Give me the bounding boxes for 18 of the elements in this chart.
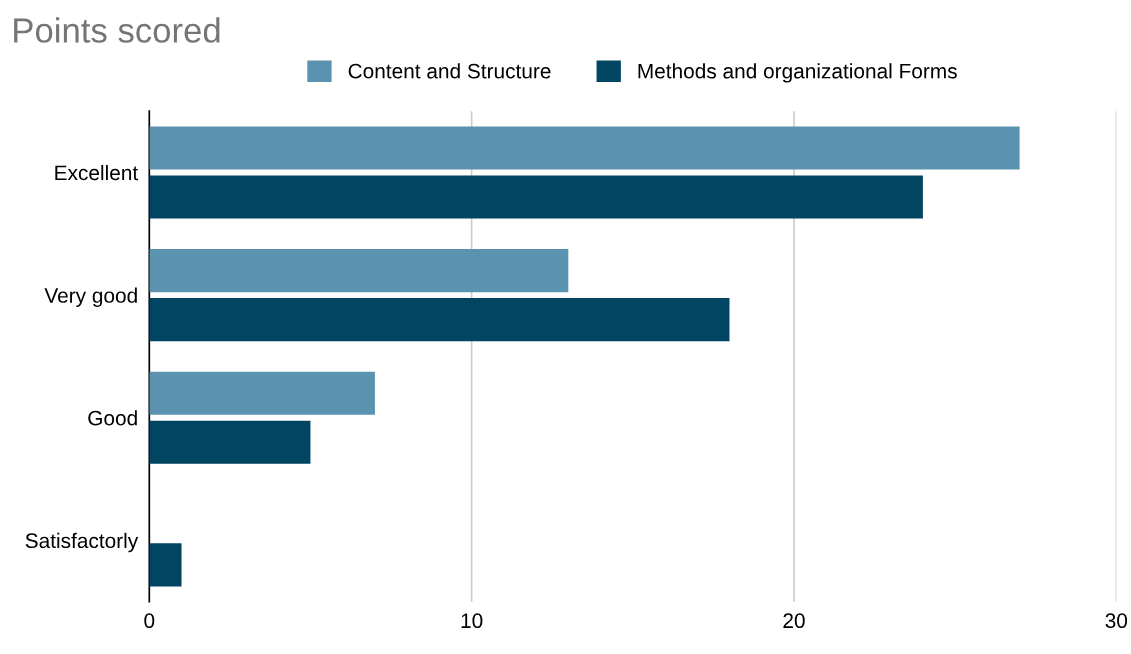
bar <box>149 126 1020 170</box>
bar <box>149 249 569 293</box>
bar <box>149 420 311 464</box>
y-tick-label: Good <box>88 410 137 426</box>
x-tick-label: 10 <box>461 613 483 629</box>
chart-title: Points scored <box>14 17 220 43</box>
x-tick-label: 20 <box>783 613 805 629</box>
x-tick-label: 30 <box>1105 613 1128 629</box>
y-tick-label: Very good <box>44 287 137 307</box>
bar <box>149 543 182 587</box>
legend-label: Content and Structure <box>348 63 551 79</box>
bar <box>149 371 375 415</box>
y-tick-label: Excellent <box>55 164 139 181</box>
x-tick-label: 0 <box>144 613 155 629</box>
legend-label: Methods and organizational Forms <box>638 63 957 83</box>
y-tick-label: Satisfactorly <box>25 532 139 553</box>
bar <box>149 175 923 219</box>
bar <box>149 298 730 342</box>
